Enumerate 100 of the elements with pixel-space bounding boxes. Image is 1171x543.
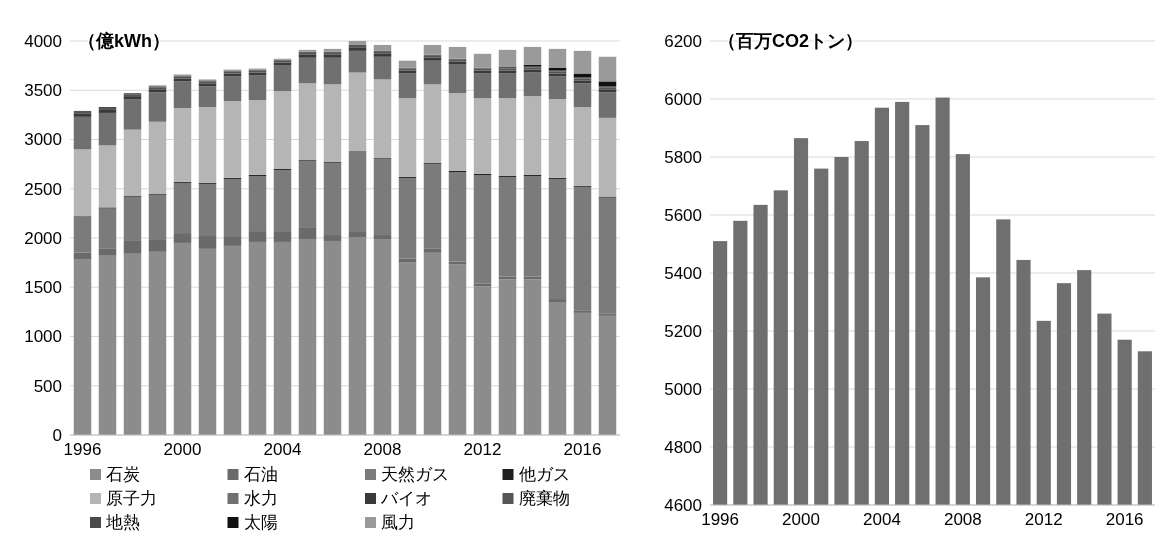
- legend-label: 石油: [243, 465, 278, 484]
- bar: [348, 237, 367, 435]
- bar: [523, 175, 542, 277]
- bar: [448, 64, 467, 94]
- bar: [573, 83, 592, 107]
- bar: [223, 178, 242, 238]
- bar: [473, 286, 492, 435]
- bar: [98, 255, 117, 435]
- bar: [523, 279, 542, 435]
- y-tick-label: 500: [33, 376, 62, 396]
- y-tick-label: 6000: [664, 89, 702, 109]
- bar: [523, 46, 542, 65]
- bar: [223, 237, 242, 246]
- bar: [498, 73, 517, 99]
- bar: [148, 121, 167, 194]
- bar: [248, 100, 267, 175]
- bar: [123, 196, 142, 241]
- bar: [473, 53, 492, 68]
- bar: [423, 252, 442, 435]
- bar: [423, 44, 442, 55]
- bar: [198, 86, 217, 107]
- bar: [73, 252, 92, 260]
- bar: [348, 50, 367, 73]
- bar: [598, 81, 617, 87]
- bar: [573, 50, 592, 74]
- bar: [423, 164, 442, 249]
- bar: [498, 279, 517, 435]
- bar: [73, 217, 92, 253]
- x-tick-label: 2004: [863, 510, 901, 529]
- x-tick-label: 2016: [563, 440, 602, 459]
- bar: [198, 107, 217, 183]
- y-tick-label: 2000: [24, 228, 62, 248]
- bar: [198, 236, 217, 249]
- bar: [498, 176, 517, 277]
- x-tick-label: 2012: [1024, 510, 1063, 529]
- bar: [473, 174, 492, 284]
- y-tick-label: 5200: [664, 321, 702, 341]
- y-tick-label: 5400: [664, 263, 702, 283]
- y-tick-label: 3000: [24, 130, 62, 150]
- bar: [548, 48, 567, 68]
- bar: [173, 182, 192, 234]
- bar: [148, 239, 167, 252]
- x-tick-label: 2000: [782, 510, 820, 529]
- bar: [398, 258, 417, 263]
- bar: [448, 172, 467, 262]
- legend-label: 天然ガス: [381, 465, 449, 484]
- bar: [373, 44, 392, 51]
- bar: [398, 73, 417, 99]
- bar: [573, 312, 592, 435]
- bar: [173, 242, 192, 435]
- bar: [248, 231, 267, 242]
- bar: [573, 107, 592, 186]
- y-tick-label: 6200: [664, 31, 702, 51]
- bar: [298, 161, 317, 228]
- legend-label: 原子力: [106, 489, 157, 508]
- bar: [323, 163, 342, 236]
- bar: [148, 251, 167, 435]
- bar: [298, 83, 317, 161]
- bar: [398, 262, 417, 435]
- legend-label: 他ガス: [518, 465, 570, 484]
- bar: [73, 149, 92, 217]
- bar: [298, 238, 317, 435]
- legend-label: バイオ: [380, 489, 432, 508]
- y-tick-label: 4000: [24, 31, 62, 51]
- bar: [223, 101, 242, 178]
- bar: [598, 315, 617, 435]
- bar: [373, 79, 392, 159]
- bar: [523, 72, 542, 97]
- bar: [548, 76, 567, 100]
- x-tick-label: 2016: [1105, 510, 1144, 529]
- bar: [373, 238, 392, 435]
- bar: [323, 235, 342, 241]
- y-tick-label: 5800: [664, 147, 702, 167]
- bar: [123, 253, 142, 435]
- bar: [573, 186, 592, 311]
- bar: [423, 84, 442, 164]
- bar: [248, 241, 267, 435]
- y-tick-label: 4600: [664, 495, 702, 515]
- bar: [423, 248, 442, 253]
- bar: [373, 159, 392, 236]
- bar: [73, 259, 92, 435]
- bar: [548, 99, 567, 178]
- x-tick-label: 2008: [363, 440, 402, 459]
- bar: [173, 81, 192, 108]
- legend-label: 石炭: [106, 465, 140, 484]
- bar: [448, 93, 467, 172]
- bar: [448, 46, 467, 59]
- bar: [498, 98, 517, 176]
- bar: [223, 245, 242, 435]
- bar: [598, 56, 617, 82]
- x-tick-label: 1996: [63, 440, 102, 459]
- y-axis-title: （百万CO2トン）: [718, 31, 864, 51]
- bar: [298, 227, 317, 239]
- bar: [498, 49, 517, 67]
- y-tick-label: 5600: [664, 205, 702, 225]
- bar: [273, 65, 292, 92]
- bar: [548, 178, 567, 300]
- y-tick-label: 4800: [664, 437, 702, 457]
- y-tick-label: 1000: [24, 327, 62, 347]
- bar: [173, 233, 192, 243]
